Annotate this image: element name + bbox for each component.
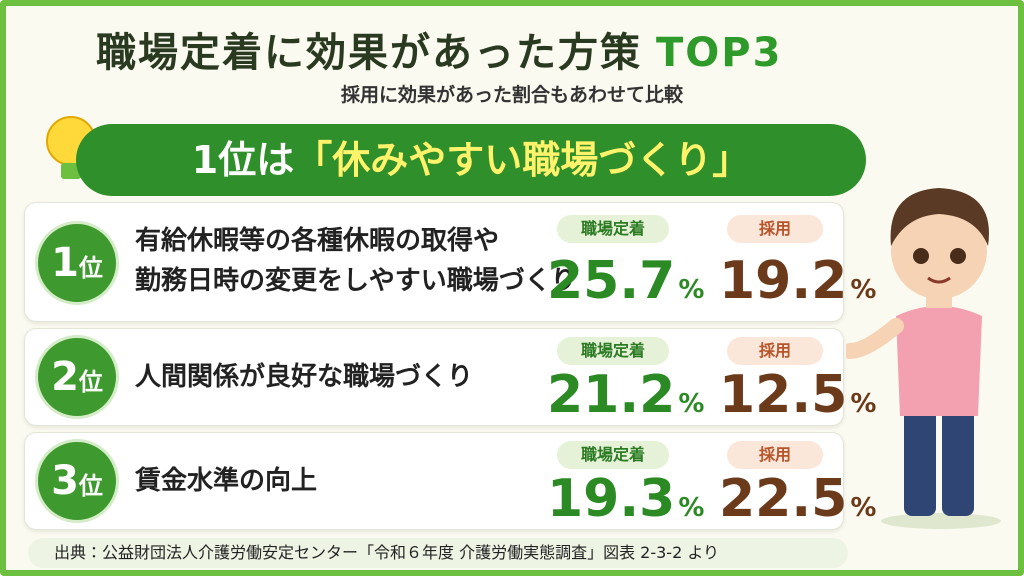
rank-number: 1 <box>51 240 79 286</box>
value: 12.5 <box>719 365 848 425</box>
label-line: 人間関係が良好な職場づくり <box>135 362 474 392</box>
retention-pill: 職場定着 <box>557 441 669 469</box>
label-line: 賃金水準の向上 <box>135 466 318 496</box>
title-accent: TOP3 <box>656 30 783 76</box>
item-label: 賃金水準の向上 <box>135 461 317 501</box>
rank-badge: 1位 <box>35 221 119 305</box>
rank-suffix: 位 <box>78 472 103 500</box>
hiring-pill: 採用 <box>727 337 823 365</box>
title: 職場定着に効果があった方策 TOP3 <box>96 20 782 78</box>
rank-suffix: 位 <box>78 254 103 282</box>
rank-number: 3 <box>51 458 79 504</box>
label-line: 勤務日時の変更をしやすい職場づくり <box>135 266 577 296</box>
banner-quote: 「休みやすい職場づくり」 <box>294 138 751 182</box>
value: 25.7 <box>547 251 676 311</box>
rank-card: 1位 有給休暇等の各種休暇の取得や 勤務日時の変更をしやすい職場づくり 職場定着 … <box>24 202 876 322</box>
item-label: 人間関係が良好な職場づくり <box>135 357 473 397</box>
hiring-value: 22.5% <box>719 471 876 536</box>
unit: % <box>850 275 877 305</box>
rank-card: 2位 人間関係が良好な職場づくり 職場定着 21.2% 採用 12.5% <box>24 328 876 426</box>
unit: % <box>678 389 705 419</box>
retention-value: 21.2% <box>547 367 704 432</box>
value: 19.2 <box>719 251 848 311</box>
rank-number: 2 <box>51 354 79 400</box>
value: 19.3 <box>547 469 676 529</box>
source-note: 出典：公益財団法人介護労働安定センター「令和６年度 介護労働実態調査」図表 2-… <box>28 538 848 568</box>
item-label: 有給休暇等の各種休暇の取得や勤務日時の変更をしやすい職場づくり <box>135 221 577 301</box>
value: 21.2 <box>547 365 676 425</box>
unit: % <box>678 275 705 305</box>
hiring-value: 12.5% <box>719 367 876 432</box>
retention-value: 25.7% <box>547 253 704 318</box>
hiring-pill: 採用 <box>727 441 823 469</box>
retention-value: 19.3% <box>547 471 704 536</box>
rank-badge: 2位 <box>35 335 119 419</box>
rank-suffix: 位 <box>78 368 103 396</box>
unit: % <box>678 493 705 523</box>
retention-pill: 職場定着 <box>557 337 669 365</box>
hiring-pill: 採用 <box>727 215 823 243</box>
subtitle: 採用に効果があった割合もあわせて比較 <box>340 84 683 106</box>
label-line: 有給休暇等の各種休暇の取得や <box>135 226 500 256</box>
banner: 1位は「休みやすい職場づくり」 <box>76 124 866 196</box>
title-text: 職場定着に効果があった方策 <box>96 30 642 76</box>
rank-card: 3位 賃金水準の向上 職場定着 19.3% 採用 22.5% <box>24 432 876 530</box>
rank-badge: 3位 <box>35 439 119 523</box>
character-illustration <box>846 188 1001 529</box>
banner-lead: 1位は <box>191 138 295 182</box>
value: 22.5 <box>719 469 848 529</box>
unit: % <box>850 493 877 523</box>
retention-pill: 職場定着 <box>557 215 669 243</box>
unit: % <box>850 389 877 419</box>
hiring-value: 19.2% <box>719 253 876 318</box>
